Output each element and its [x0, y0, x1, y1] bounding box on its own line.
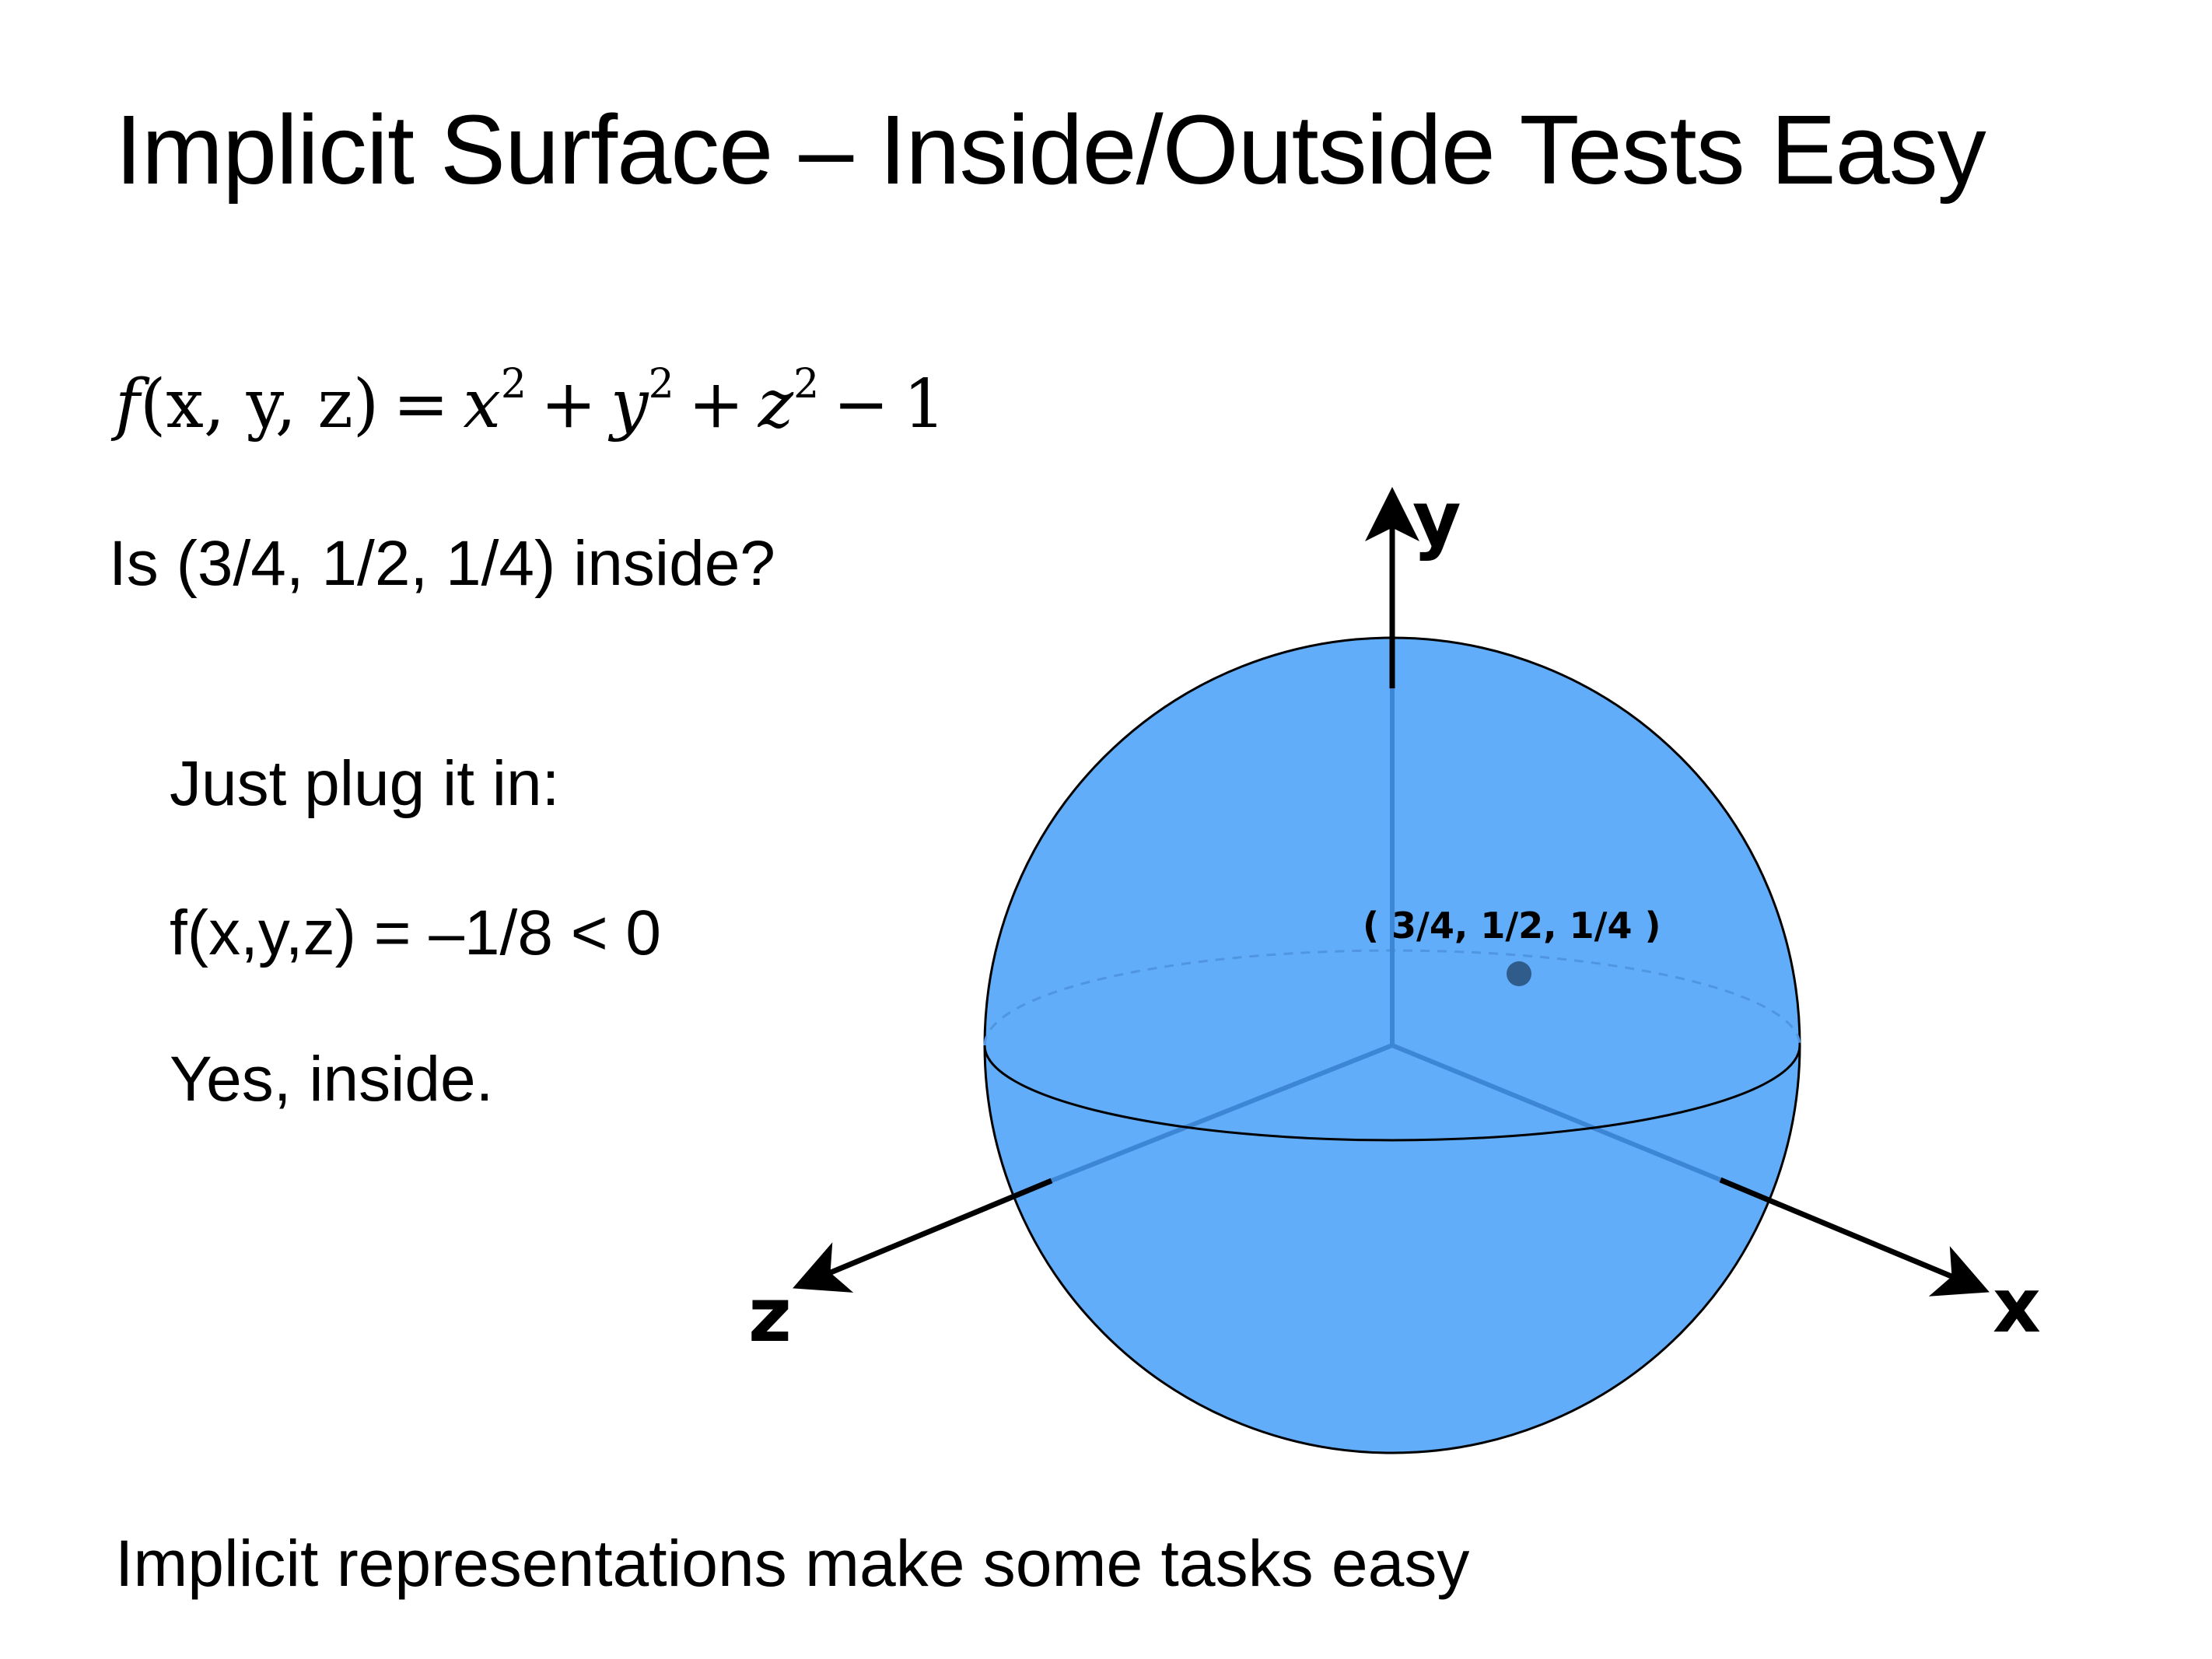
x-axis-label: x — [1993, 1262, 2041, 1349]
formula-exponent-y: 2 — [648, 361, 674, 408]
formula-term-x: x — [463, 366, 501, 443]
formula-plus-1: + — [540, 366, 597, 443]
formula-plus-2: + — [688, 366, 744, 443]
z-axis-arrow — [793, 1178, 1053, 1293]
implicit-function-formula: f(x, y, z) = x2 + y2 + z2−1 — [115, 362, 946, 447]
formula-minus: − — [833, 366, 890, 443]
test-point — [1507, 961, 1531, 986]
inside-question: Is (3/4, 1/2, 1/4) inside? — [109, 528, 775, 599]
y-axis-label: y — [1412, 475, 1461, 562]
formula-function-name: f — [115, 366, 140, 443]
footer-text: Implicit representations make some tasks… — [115, 1527, 1470, 1600]
formula-exponent-z: 2 — [793, 361, 820, 408]
formula-equals: = — [393, 366, 450, 443]
z-axis-hidden — [1050, 1043, 1394, 1183]
step-plug-in: Just plug it in: — [170, 748, 560, 819]
formula-term-y: y — [611, 366, 649, 443]
formula-arguments: (x, y, z) — [139, 366, 380, 443]
step-evaluation: f(x,y,z) = –1/8 < 0 — [170, 898, 661, 968]
formula-constant: 1 — [903, 366, 946, 443]
test-point-label: ( 3/4, 1/2, 1/4 ) — [1363, 905, 1661, 947]
x-axis-arrow — [1719, 1177, 1990, 1297]
formula-term-z: z — [758, 366, 794, 443]
z-axis-label: z — [748, 1272, 792, 1359]
x-axis-hidden — [1391, 1043, 1722, 1182]
slide-title: Implicit Surface – Inside/Outside Tests … — [115, 95, 1986, 205]
formula-exponent-x: 2 — [500, 361, 527, 408]
step-conclusion: Yes, inside. — [170, 1044, 494, 1115]
equator-front — [983, 1045, 1801, 1142]
